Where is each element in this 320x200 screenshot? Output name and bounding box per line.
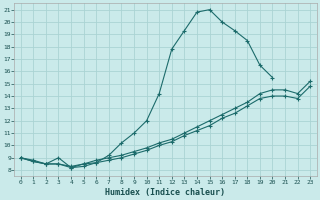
X-axis label: Humidex (Indice chaleur): Humidex (Indice chaleur) (106, 188, 226, 197)
